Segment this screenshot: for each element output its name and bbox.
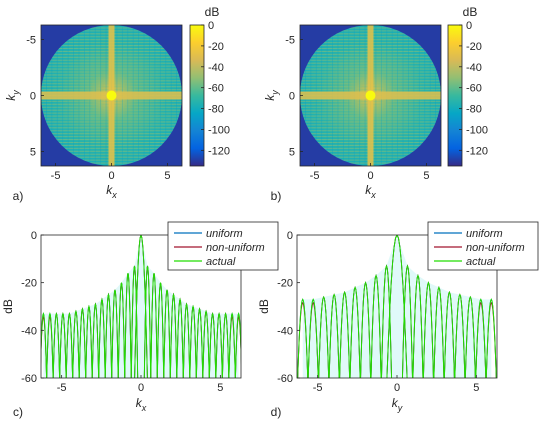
legend-label: non-uniform [206,242,265,254]
colorbar-label: dB [463,5,478,19]
x-tick-label: 5 [217,382,223,394]
colorbar-tick-label: -120 [208,145,230,157]
x-axis-label: kx [136,396,147,413]
colorbar-tick-label: -40 [466,62,482,74]
x-tick-label: 5 [423,170,429,182]
legend-label: uniform [206,228,243,240]
colorbar-tick-label: -80 [466,104,482,116]
y-axis-label: ky [4,90,21,101]
x-tick-label: 0 [394,382,400,394]
y-tick-label: -40 [21,325,37,337]
legend-box [427,221,539,271]
legend-label: non-uniform [466,242,525,254]
heatmap-1: -5 0 5 -5 0 5 0 -20 -40 -60 -80 -100 -120 dB [285,5,488,182]
colorbar-tick-label: -20 [466,41,482,53]
line-chart-0: -5 0 5 0 -20 -40 -60 uniform non-uniform actual [21,221,279,394]
colorbar-tick-label: -40 [208,62,224,74]
legend-box [167,221,279,271]
y-tick-label: 0 [287,230,293,242]
legend-label: actual [466,256,496,268]
colorbar-tick-label: -80 [208,104,224,116]
legend-label: uniform [466,228,503,240]
colorbar-tick-label: -100 [208,124,230,136]
envelope-fill [43,235,239,378]
colorbar [189,24,205,167]
x-tick-label: 0 [138,382,144,394]
x-tick-label: -5 [51,170,61,182]
series-line-actual [41,235,241,378]
y-axis-label: dB [257,299,271,314]
main-lobe [365,90,376,101]
y-tick-label: -20 [21,278,37,290]
colorbar-tick-label: -100 [466,124,488,136]
x-axis-label: ky [392,396,403,413]
colorbar-tick-label: -120 [466,145,488,157]
y-tick-label: -60 [21,373,37,385]
line-chart-1: -5 0 5 0 -20 -40 -60 uniform non-uniform actual [277,221,539,394]
y-axis-label: dB [1,299,15,314]
panel-label: d) [271,405,282,419]
y-tick-label: -60 [277,373,293,385]
x-tick-label: 5 [473,382,479,394]
colorbar-tick-label: -60 [208,83,224,95]
y-tick-label: -5 [26,35,36,47]
x-tick-label: -5 [310,170,320,182]
x-tick-label: 5 [164,170,170,182]
legend-label: actual [206,256,236,268]
series-line-actual [297,235,497,378]
x-tick-label: 0 [367,170,373,182]
y-tick-label: -20 [277,278,293,290]
y-tick-label: 0 [31,230,37,242]
colorbar-tick-label: 0 [466,20,472,32]
y-tick-label: 5 [289,146,295,158]
colorbar-tick-label: -20 [208,41,224,53]
x-tick-label: -5 [57,382,67,394]
y-tick-label: 5 [30,146,36,158]
main-lobe [106,90,117,101]
y-tick-label: 0 [289,91,295,103]
x-axis-label: kx [106,183,117,200]
plot-area [297,235,497,378]
panel-label: c) [13,405,23,419]
colorbar-tick-label: -60 [466,83,482,95]
plot-area [41,235,241,378]
heatmap-0: -5 0 5 -5 0 5 0 -20 -40 -60 -80 -100 -120 dB [26,5,230,182]
x-tick-label: -5 [313,382,323,394]
y-tick-label: -5 [285,35,295,47]
y-tick-label: -40 [277,325,293,337]
colorbar [447,24,463,167]
colorbar-tick-label: 0 [208,20,214,32]
panel-label: a) [13,189,24,203]
y-axis-label: ky [263,90,280,101]
y-tick-label: 0 [30,91,36,103]
envelope-fill [302,235,492,378]
x-tick-label: 0 [108,170,114,182]
colorbar-label: dB [205,5,220,19]
x-axis-label: kx [365,183,376,200]
panel-label: b) [271,189,282,203]
